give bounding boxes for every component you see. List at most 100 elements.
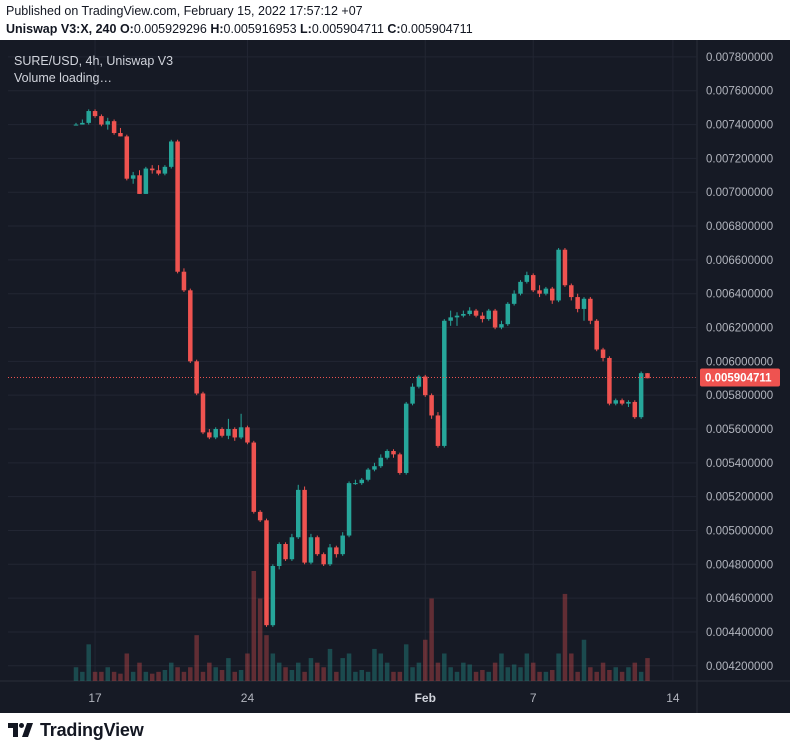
candle-body [181,271,187,291]
candle [264,518,269,627]
candle [353,479,358,485]
volume-bar [207,662,212,681]
volume-bar [645,658,650,681]
volume-bar [321,667,326,681]
price-tick-label: 0.004200000 [706,661,773,673]
volume-bar [359,670,364,681]
candle-body [435,415,441,446]
volume-bar [92,671,98,681]
time-tick-label: 24 [241,691,255,705]
candle [594,319,599,352]
candle-body [327,547,333,565]
tradingview-logo[interactable]: TradingView [8,720,144,741]
volume-bar [124,653,130,681]
price-tick-label: 0.004400000 [706,627,773,639]
candle-body [588,298,593,321]
tradingview-logo-icon [8,722,33,737]
high-value: 0.005916953 [223,22,297,36]
candle [518,280,523,296]
candle-body [575,297,580,309]
low-value: 0.005904711 [311,22,384,36]
last-price-box [700,368,780,387]
last-price-marker: 0.005904711 [8,368,780,387]
volume-bar [416,662,422,681]
volume-bar [410,667,415,681]
volume-bar [638,671,644,681]
time-tick-label: Feb [415,691,436,705]
candle [461,310,466,318]
high-label: H: [210,22,224,36]
volume-bar [308,658,314,681]
candle-body [296,489,301,538]
candle-body [486,310,491,320]
header: Published on TradingView.com, February 1… [0,0,790,40]
price-tick-label: 0.007000000 [706,187,773,199]
volume-bar [562,593,568,681]
candle-body [194,361,199,394]
candle-body [200,393,206,433]
candle-body [232,428,237,438]
candle [99,114,104,127]
volume-bar [232,671,237,681]
candle-body [613,400,618,404]
candle [423,374,428,397]
time-tick-label: 14 [666,691,680,705]
candle [73,122,79,126]
candle-body [537,290,542,294]
candle [245,425,250,445]
volume-bar [156,671,161,681]
candle-body [391,450,396,455]
volume-bar [315,662,320,681]
volume-bar [346,653,352,681]
candle [543,286,549,296]
candle-body [111,121,117,134]
candle [613,398,618,406]
candle [638,371,644,419]
candle-body [619,400,625,404]
volume-bar [403,644,409,681]
candle-body [511,293,517,304]
candle [575,293,580,313]
candle [384,449,390,460]
volume-bar [524,653,530,681]
price-tick-label: 0.007400000 [706,120,773,132]
candle [467,307,472,316]
candle-body [73,124,79,126]
candle [80,119,85,125]
candle [346,481,352,538]
price-tick-label: 0.007800000 [706,52,773,64]
volume-bar [607,670,612,681]
candle-body [378,457,384,467]
candle-body [283,544,288,560]
candle-body [143,168,149,194]
candle [334,545,339,558]
volume-bar [480,670,485,681]
candle-body [448,317,453,321]
volume-bar [200,671,206,681]
candle-body [188,290,193,362]
price-tick-label: 0.006200000 [706,323,773,335]
footer: TradingView [0,713,790,748]
candle [289,533,295,561]
candle [175,139,180,274]
volume-status: Volume loading… [14,71,112,85]
price-chart[interactable]: 0.007800000 0.007600000 0.007400000 0.00720… [0,40,790,713]
candle [505,302,511,326]
candle [391,449,396,458]
chart-pane[interactable]: 0.007800000 0.007600000 0.007400000 0.00720… [0,40,790,713]
candle-body [410,386,415,404]
candle-body [607,357,612,404]
ohlc-line: Uniswap V3:X, 240 O:0.005929296 H:0.0059… [6,22,473,36]
candle-body [219,428,225,436]
volume-bar [143,671,149,681]
close-label: C: [387,22,401,36]
volume-bar [353,671,358,681]
candle-body [505,303,511,325]
candle [251,440,257,514]
candle-body [638,373,644,418]
volume-bar [238,670,244,681]
candle-body [276,544,282,566]
candle [581,297,587,321]
volume-bar [518,667,523,681]
candle-body [473,310,479,316]
